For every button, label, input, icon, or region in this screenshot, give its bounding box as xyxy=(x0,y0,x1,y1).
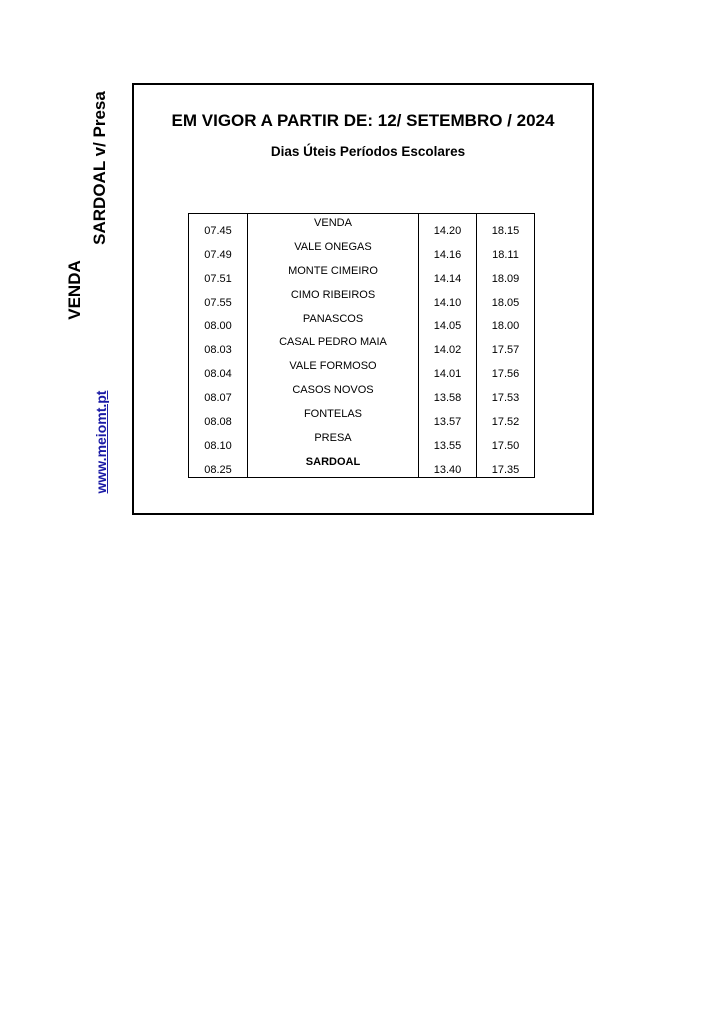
departure-time-morning: 07.51 xyxy=(204,272,232,285)
departure-time-morning: 08.04 xyxy=(204,368,232,381)
stop-name: PANASCOS xyxy=(247,309,419,334)
stop-name: CIMO RIBEIROS xyxy=(247,285,419,310)
departure-time-morning: 07.49 xyxy=(204,248,232,261)
departure-time-midday: 14.05 xyxy=(418,309,477,334)
departure-time-evening: 17.35 xyxy=(491,463,520,476)
table-row: 08.03 CASAL PEDRO MAIA 14.02 17.57 xyxy=(189,333,535,358)
departure-time-evening: 17.52 xyxy=(491,416,520,429)
table-row: 08.00 PANASCOS 14.05 18.00 xyxy=(189,309,535,334)
departure-time-morning: 08.03 xyxy=(204,344,232,357)
departure-time-midday: 14.16 xyxy=(418,237,477,262)
table-row: 08.07 CASOS NOVOS 13.58 17.53 xyxy=(189,381,535,406)
table-row: 08.10 PRESA 13.55 17.50 xyxy=(189,429,535,453)
departure-time-evening: 17.53 xyxy=(491,392,520,405)
departure-time-evening: 18.00 xyxy=(491,320,520,333)
departure-time-midday: 14.10 xyxy=(418,285,477,310)
route-label: SARDOAL v/ Presa xyxy=(90,91,109,245)
departure-time-evening: 17.57 xyxy=(491,344,520,357)
stop-name: VENDA xyxy=(247,213,419,238)
departure-time-evening: 17.50 xyxy=(491,439,520,452)
stop-name: VALE ONEGAS xyxy=(247,237,419,262)
stop-name: VALE FORMOSO xyxy=(247,357,419,382)
table-row: 08.08 FONTELAS 13.57 17.52 xyxy=(189,405,535,430)
departure-time-midday: 14.20 xyxy=(418,213,477,238)
departure-time-evening: 18.09 xyxy=(491,272,520,285)
table-row: 07.51 MONTE CIMEIRO 14.14 18.09 xyxy=(189,261,535,286)
departure-time-midday: 13.57 xyxy=(418,405,477,430)
departure-time-midday: 14.02 xyxy=(418,333,477,358)
effective-date-title: EM VIGOR A PARTIR DE: 12/ SETEMBRO / 202… xyxy=(171,111,555,130)
departure-time-evening: 18.15 xyxy=(491,224,520,237)
departure-time-midday: 13.58 xyxy=(418,381,477,406)
departure-time-evening: 18.11 xyxy=(492,248,519,261)
departure-time-midday: 14.01 xyxy=(418,357,477,382)
table-row: 07.55 CIMO RIBEIROS 14.10 18.05 xyxy=(189,285,535,310)
timetable-box: EM VIGOR A PARTIR DE: 12/ SETEMBRO / 202… xyxy=(132,83,594,515)
departure-time-midday: 13.40 xyxy=(418,452,477,478)
stop-name: CASAL PEDRO MAIA xyxy=(247,333,419,358)
origin-label: VENDA xyxy=(65,260,84,320)
stop-name: MONTE CIMEIRO xyxy=(247,261,419,286)
website-link[interactable]: www.meiomt.pt xyxy=(93,390,109,494)
departure-time-midday: 14.14 xyxy=(418,261,477,286)
departure-time-morning: 08.07 xyxy=(204,392,232,405)
table-row: 08.04 VALE FORMOSO 14.01 17.56 xyxy=(189,357,535,382)
departure-time-morning: 07.55 xyxy=(204,296,232,309)
table-row: 08.25 SARDOAL 13.40 17.35 xyxy=(189,452,535,478)
departure-time-morning: 08.00 xyxy=(204,320,232,333)
service-days-subtitle: Dias Úteis Períodos Escolares xyxy=(270,144,466,159)
stop-name: PRESA xyxy=(247,429,419,453)
table-row: 07.49 VALE ONEGAS 14.16 18.11 xyxy=(189,237,535,262)
table-row: 07.45 VENDA 14.20 18.15 xyxy=(189,213,535,238)
stop-name: FONTELAS xyxy=(247,405,419,430)
departure-time-midday: 13.55 xyxy=(418,429,477,453)
stop-name: SARDOAL xyxy=(247,452,419,478)
departure-time-evening: 17.56 xyxy=(491,368,520,381)
departure-time-morning: 08.08 xyxy=(204,416,232,429)
departure-time-morning: 08.25 xyxy=(204,463,232,476)
departure-time-morning: 07.45 xyxy=(204,224,232,237)
departure-time-morning: 08.10 xyxy=(204,439,232,452)
stop-name: CASOS NOVOS xyxy=(247,381,419,406)
departure-time-evening: 18.05 xyxy=(491,296,520,309)
timetable: 07.45 VENDA 14.20 18.15 07.49 VALE ONEGAS 14.1… xyxy=(188,213,535,478)
